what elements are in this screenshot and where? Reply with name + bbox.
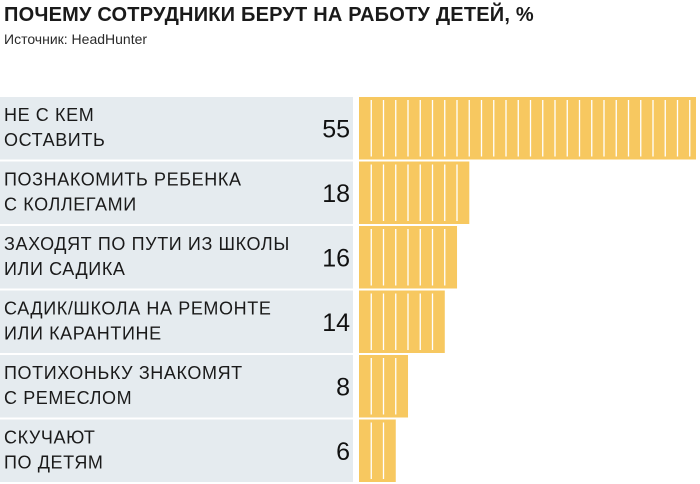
bar-row: ЗАХОДЯТ ПО ПУТИ ИЗ ШКОЛЫ ИЛИ САДИКА 16 [0, 226, 458, 289]
category-label: ИЛИ САДИКА [4, 259, 126, 279]
row-band [0, 419, 353, 482]
bar-segments [370, 100, 691, 157]
bar [359, 161, 470, 224]
value-label: 14 [322, 309, 350, 337]
value-label: 8 [336, 373, 350, 401]
category-label: ПОЗНАКОМИТЬ РЕБЕНКА [4, 170, 242, 190]
chart-source: Источник: HeadHunter [4, 31, 148, 47]
bar [359, 290, 445, 353]
category-label: ПОТИХОНЬКУ ЗНАКОМЯТ [4, 363, 243, 383]
bar-segments [370, 293, 434, 350]
bar-segments [370, 422, 385, 479]
category-label: ИЛИ КАРАНТИНЕ [4, 324, 162, 344]
row-band [0, 290, 353, 353]
category-label: САДИК/ШКОЛА НА РЕМОНТЕ [4, 299, 271, 319]
row-band [0, 226, 353, 289]
bar-row: НЕ С КЕМ ОСТАВИТЬ 55 [0, 97, 696, 160]
bar [359, 419, 396, 482]
category-label: ПО ДЕТЯМ [4, 453, 104, 473]
row-band [0, 97, 353, 160]
bar-row: СКУЧАЮТ ПО ДЕТЯМ 6 [0, 419, 396, 482]
bar-segments [370, 358, 397, 415]
value-label: 6 [336, 438, 350, 466]
row-band [0, 355, 353, 418]
row-band [0, 161, 353, 224]
value-label: 18 [322, 180, 350, 208]
bar-segments [370, 229, 446, 286]
category-label: СКУЧАЮТ [4, 428, 96, 448]
bar-row: САДИК/ШКОЛА НА РЕМОНТЕ ИЛИ КАРАНТИНЕ 14 [0, 290, 445, 353]
bar-row: ПОЗНАКОМИТЬ РЕБЕНКА С КОЛЛЕГАМИ 18 [0, 161, 470, 224]
bar [359, 97, 696, 160]
category-label: С КОЛЛЕГАМИ [4, 195, 137, 215]
value-label: 55 [322, 115, 350, 143]
category-label: ОСТАВИТЬ [4, 130, 105, 150]
bar-segments [370, 164, 458, 221]
category-label: НЕ С КЕМ [4, 105, 94, 125]
value-label: 16 [322, 244, 350, 272]
bar-row: ПОТИХОНЬКУ ЗНАКОМЯТ С РЕМЕСЛОМ 8 [0, 355, 409, 418]
category-label: ЗАХОДЯТ ПО ПУТИ ИЗ ШКОЛЫ [4, 234, 290, 254]
chart-title: ПОЧЕМУ СОТРУДНИКИ БЕРУТ НА РАБОТУ ДЕТЕЙ,… [4, 4, 534, 26]
category-label: С РЕМЕСЛОМ [4, 388, 132, 408]
